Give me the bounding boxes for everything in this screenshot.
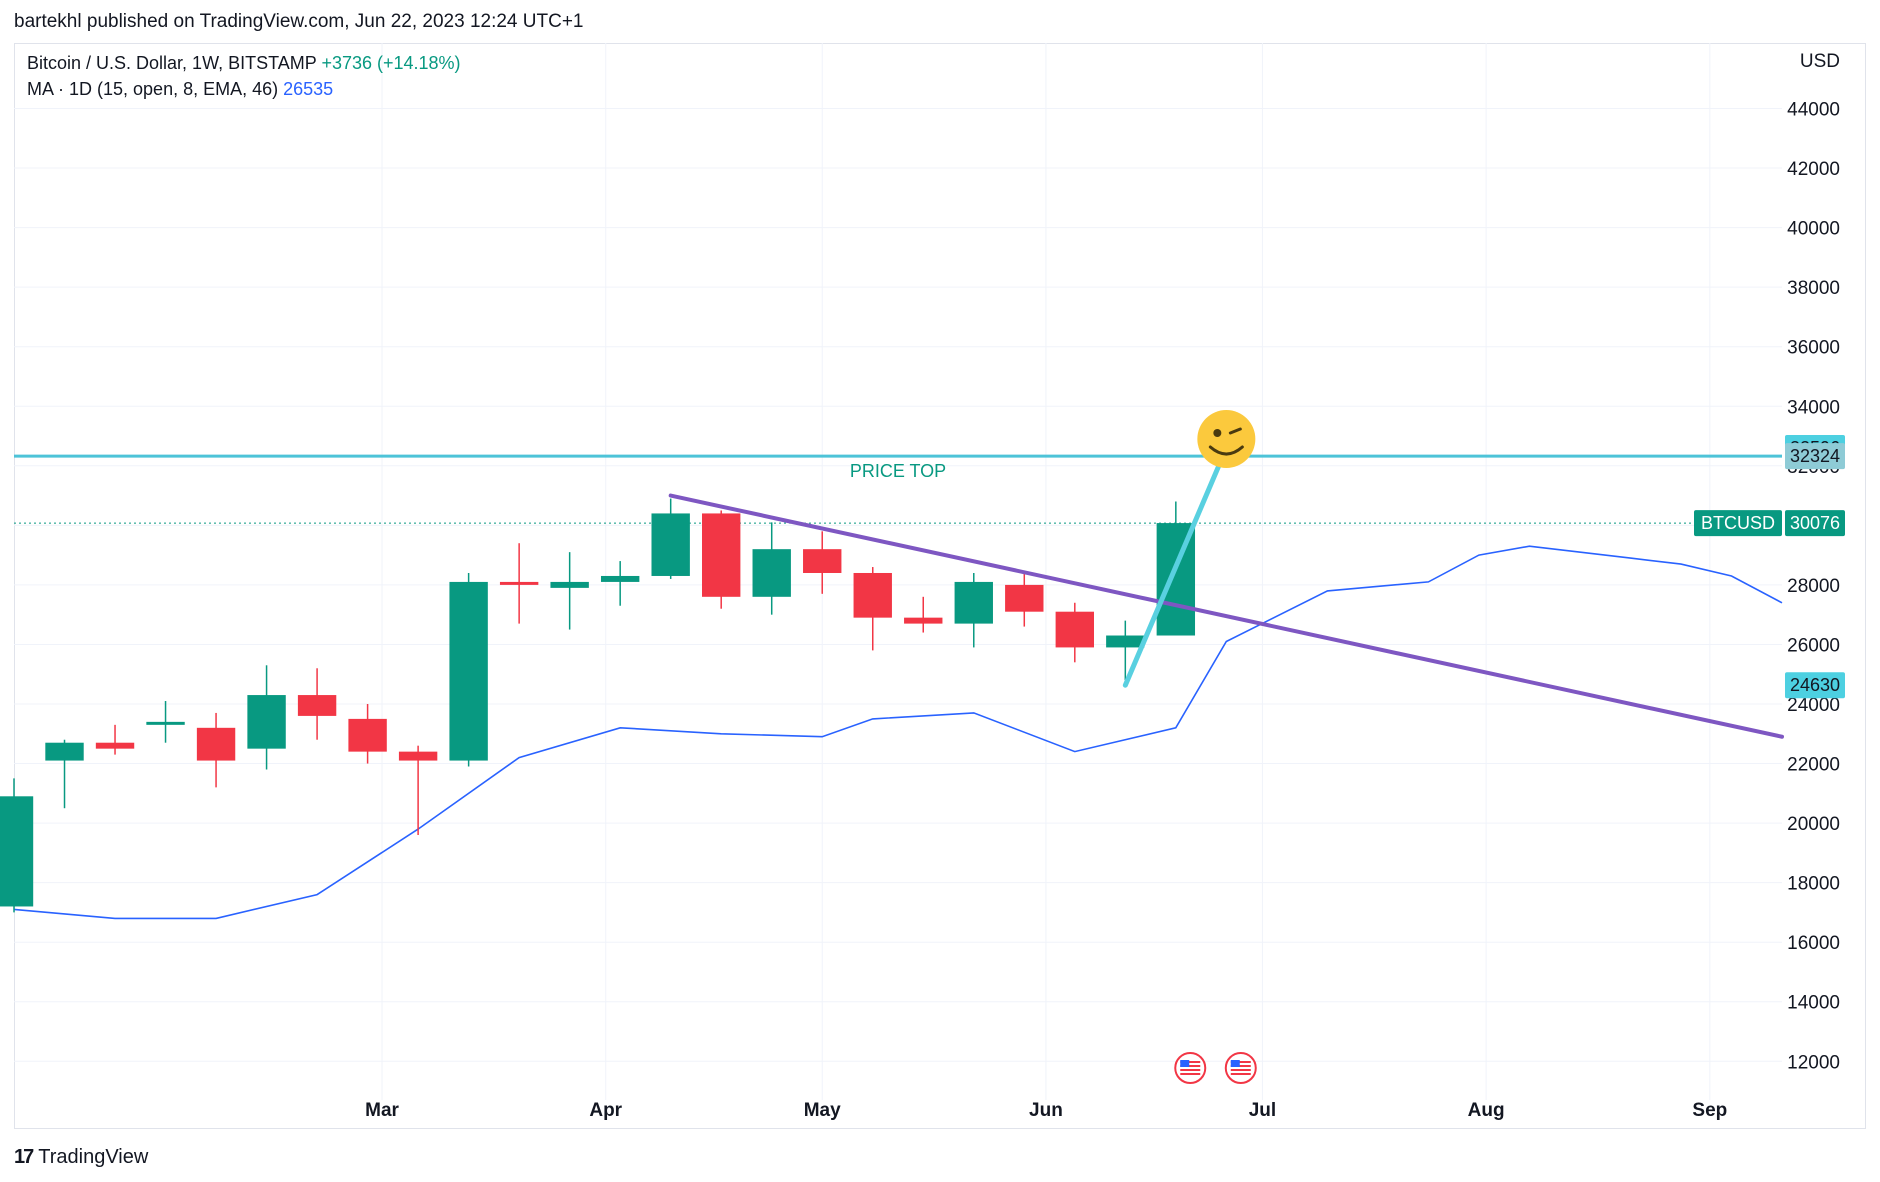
- emoji-wink-icon: [1228, 427, 1242, 435]
- price-label-24630-bg: [1785, 672, 1845, 699]
- candle-body: [1005, 584, 1044, 612]
- us-flag-stripe: [1230, 1073, 1251, 1075]
- candle-body: [752, 549, 791, 597]
- x-tick-label: May: [804, 1100, 841, 1121]
- candle-body: [1055, 611, 1094, 648]
- symbol-badge: BTCUSD: [1701, 513, 1775, 533]
- us-flag-stripe: [1180, 1061, 1201, 1063]
- candle-body: [95, 742, 135, 749]
- candle-body: [1106, 635, 1145, 648]
- last-price-badge-bg: [1785, 510, 1845, 537]
- us-flag-canton: [1180, 1060, 1190, 1067]
- symbol-change: +3736 (+14.18%): [321, 53, 461, 73]
- y-tick-label: 28000: [1787, 576, 1840, 597]
- emoji-eye-icon: [1213, 429, 1222, 438]
- last-price-badge: 30076: [1790, 513, 1840, 533]
- ma-line: [13, 545, 1783, 920]
- y-tick-label: 36000: [1787, 338, 1840, 359]
- candle-body: [297, 695, 337, 716]
- emoji-face-icon: [1197, 410, 1256, 469]
- candle-body: [550, 581, 589, 588]
- us-flag-stripe: [1180, 1073, 1201, 1075]
- us-flag-event-icon: [1224, 1052, 1257, 1084]
- candle-body: [449, 581, 488, 761]
- y-tick-label: 18000: [1787, 874, 1840, 895]
- us-flag-stripe: [1230, 1065, 1251, 1067]
- indicator-legend[interactable]: MA · 1D (15, open, 8, EMA, 46) 26535: [27, 79, 333, 100]
- us-flag-stripe: [1230, 1069, 1251, 1071]
- candle-body: [45, 742, 84, 761]
- candle-body: [954, 581, 993, 624]
- tradingview-footer[interactable]: 17 TradingView: [14, 1146, 148, 1169]
- candle-body: [600, 575, 640, 582]
- emoji-mouth-icon: [1208, 445, 1244, 456]
- tradingview-brand: TradingView: [38, 1146, 149, 1168]
- us-flag-event-icon: [1174, 1052, 1207, 1084]
- candle-body: [904, 617, 943, 624]
- y-tick-label: 14000: [1787, 993, 1840, 1014]
- symbol-legend[interactable]: Bitcoin / U.S. Dollar, 1W, BITSTAMP +373…: [27, 53, 461, 74]
- candle-body: [348, 718, 387, 752]
- us-flag-stripe: [1180, 1065, 1201, 1067]
- chart-frame: [14, 43, 1866, 1129]
- candle-body: [853, 572, 892, 618]
- y-tick-label: 40000: [1787, 219, 1840, 240]
- candle-body: [803, 549, 842, 573]
- currency-label: USD: [1800, 51, 1840, 72]
- y-tick-label: 24000: [1787, 695, 1840, 716]
- x-tick-label: Jun: [1029, 1100, 1063, 1121]
- y-tick-label: 20000: [1787, 814, 1840, 835]
- price-label-24630: 24630: [1790, 675, 1840, 695]
- y-tick-label: 22000: [1787, 755, 1840, 776]
- indicator-name: MA · 1D (15, open, 8, EMA, 46): [27, 79, 279, 99]
- symbol-badge-bg: [1694, 510, 1782, 537]
- arrow-line: [1122, 445, 1229, 688]
- y-tick-label: 26000: [1787, 635, 1840, 656]
- candle-body: [196, 727, 236, 761]
- y-tick-label: 44000: [1787, 100, 1840, 121]
- tradingview-logo-icon: 17: [14, 1146, 34, 1168]
- candle-body: [146, 721, 185, 725]
- price-label-32324-bg: [1785, 443, 1845, 470]
- x-tick-label: Jul: [1249, 1100, 1276, 1121]
- candle-body: [0, 796, 34, 907]
- publisher-line: bartekhl published on TradingView.com, J…: [14, 11, 584, 32]
- us-flag-canton: [1230, 1060, 1240, 1067]
- price-top-label: PRICE TOP: [850, 461, 946, 481]
- candle-body: [651, 513, 690, 576]
- price-label-32324: 32324: [1790, 446, 1840, 466]
- candle-body: [499, 581, 539, 585]
- y-tick-label: 38000: [1787, 278, 1840, 299]
- us-flag-stripe: [1230, 1061, 1251, 1063]
- y-tick-label: 12000: [1787, 1052, 1840, 1073]
- y-tick-label: 34000: [1787, 397, 1840, 418]
- candle-body: [398, 751, 438, 761]
- candle-body: [702, 513, 741, 597]
- candle-body: [247, 695, 286, 749]
- y-tick-label: 42000: [1787, 159, 1840, 180]
- indicator-value: 26535: [283, 79, 334, 99]
- x-tick-label: Sep: [1692, 1100, 1727, 1121]
- trend-line: [668, 493, 1784, 739]
- y-tick-label: 16000: [1787, 933, 1840, 954]
- x-tick-label: Aug: [1468, 1100, 1505, 1121]
- us-flag-stripe: [1180, 1069, 1201, 1071]
- x-tick-label: Apr: [589, 1100, 622, 1121]
- x-tick-label: Mar: [365, 1100, 399, 1121]
- symbol-name: Bitcoin / U.S. Dollar, 1W, BITSTAMP: [27, 53, 317, 73]
